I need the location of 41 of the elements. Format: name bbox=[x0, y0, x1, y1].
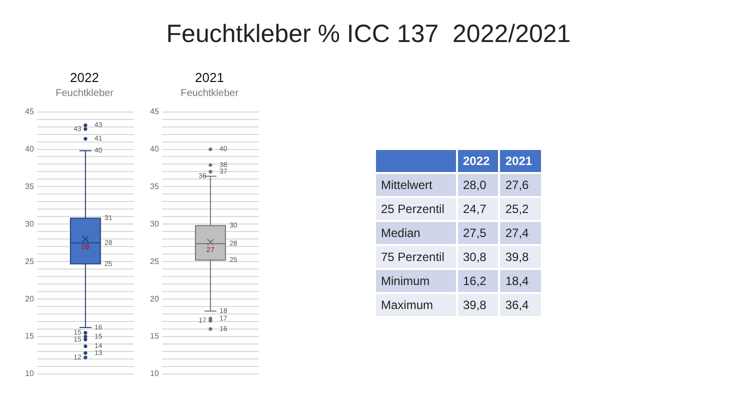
y-tick-label: 25 bbox=[150, 256, 160, 266]
y-tick-label: 35 bbox=[150, 182, 160, 191]
text: 39,8 bbox=[500, 246, 541, 268]
text: 39,8 bbox=[458, 294, 498, 316]
text: 18,4 bbox=[500, 270, 541, 292]
text: 2022 bbox=[458, 150, 498, 172]
chart-subtitle: Feuchtkleber bbox=[54, 88, 114, 101]
text: 27,4 bbox=[500, 222, 541, 244]
y-tick-label: 10 bbox=[24, 369, 34, 378]
text: 27,5 bbox=[458, 222, 498, 244]
text: 30,8 bbox=[458, 246, 498, 268]
text: Maximum bbox=[376, 294, 456, 316]
text: Feuchtkleber % ICC 137 2022/2021 bbox=[165, 20, 572, 49]
y-tick-label: 20 bbox=[24, 294, 34, 304]
text: 75 Perzentil bbox=[376, 246, 456, 268]
text: 16,2 bbox=[458, 270, 498, 292]
y-tick-label: 25 bbox=[24, 256, 34, 266]
chart-title: 2022 bbox=[69, 70, 100, 87]
y-tick-label: 40 bbox=[24, 144, 34, 154]
y-tick-label: 30 bbox=[24, 219, 34, 228]
y-tick-label: 35 bbox=[24, 182, 34, 191]
y-tick-label: 15 bbox=[150, 332, 160, 341]
y-tick-label: 10 bbox=[150, 369, 160, 378]
text: Mittelwert bbox=[376, 174, 456, 196]
y-tick-label: 40 bbox=[150, 144, 160, 154]
y-tick-label: 20 bbox=[150, 294, 160, 304]
chart-title: 2021 bbox=[194, 70, 225, 87]
y-tick-label: 45 bbox=[150, 107, 160, 116]
text: 36,4 bbox=[500, 294, 541, 316]
text: 28,0 bbox=[458, 174, 498, 196]
text: Minimum bbox=[376, 270, 456, 292]
y-tick-label: 45 bbox=[24, 107, 34, 116]
text: 2021 bbox=[500, 150, 541, 172]
chart-subtitle: Feuchtkleber bbox=[180, 88, 240, 101]
text: 25 Perzentil bbox=[376, 198, 456, 220]
text: 24,7 bbox=[458, 198, 498, 220]
y-tick-label: 15 bbox=[24, 332, 34, 341]
text: 25,2 bbox=[500, 198, 541, 220]
text: 27,6 bbox=[500, 174, 541, 196]
y-tick-label: 30 bbox=[150, 219, 160, 228]
text: Median bbox=[376, 222, 456, 244]
